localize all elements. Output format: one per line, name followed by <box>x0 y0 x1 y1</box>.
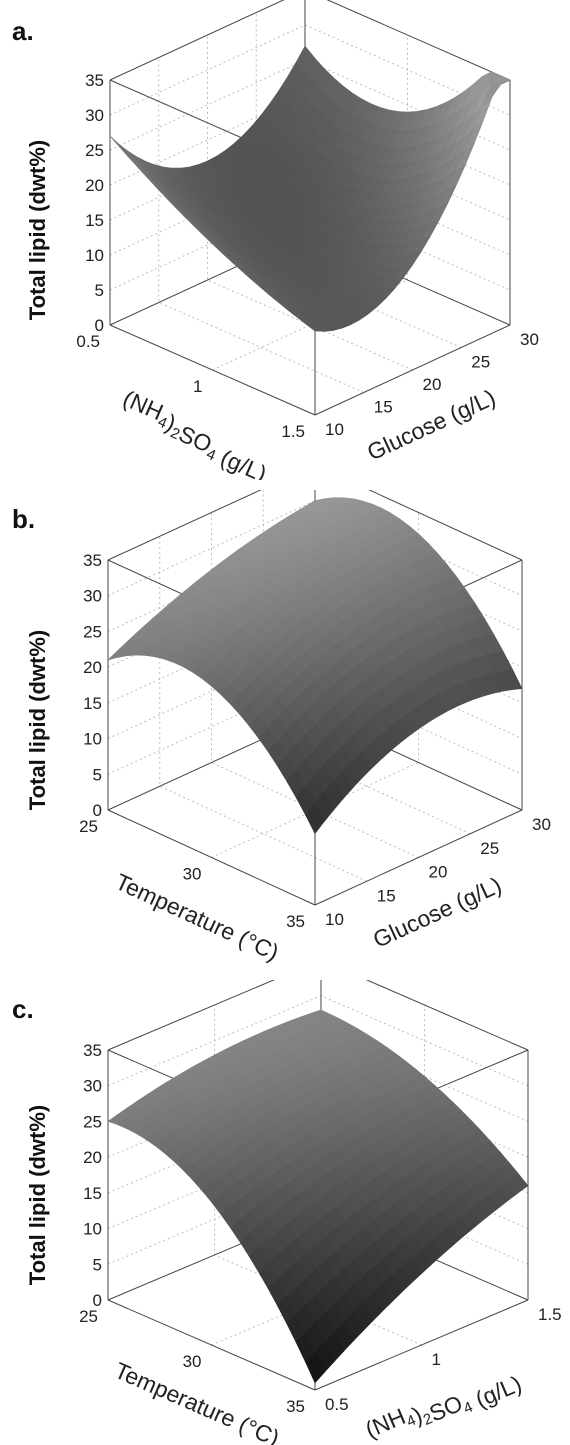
surface-patch <box>305 1351 326 1384</box>
x-tick-label: 25 <box>79 1307 98 1326</box>
chart-c: 0 5 10 15 20 25 30 35 25 30 35 0.5 1 1.5 c. Total lipid… <box>12 980 562 1445</box>
x-axis-label: (NH4)2SO4 (g/L) <box>113 385 276 480</box>
surface-patch <box>304 323 325 332</box>
z-tick-label: 30 <box>83 587 102 606</box>
box-edge <box>107 809 316 906</box>
y-axis-label: Glucose (g/L) <box>369 872 505 953</box>
box-edge <box>326 0 511 81</box>
chart-b: 0 5 10 15 20 25 30 35 25 30 35 10 15 20 25 30 b. Total li… <box>12 490 551 966</box>
box-edge <box>109 324 316 416</box>
z-tick-label: 0 <box>93 1291 102 1310</box>
panel-c: 0 5 10 15 20 25 30 35 25 30 35 0.5 1 1.5 c. Total lipid… <box>0 980 570 1445</box>
y-tick-label: 10 <box>325 420 344 439</box>
box-edge <box>314 324 511 416</box>
chart-a: 0 5 10 15 20 25 30 35 0.5 1 1.5 10 15 20 25 30 a. Total l… <box>12 0 539 480</box>
x-tick-label: 30 <box>183 1352 202 1371</box>
grid-line <box>107 643 523 740</box>
z-tick-label: 30 <box>85 106 104 125</box>
y-tick-label: 25 <box>480 839 499 858</box>
panel-label: c. <box>12 994 34 1024</box>
box-edge <box>107 490 262 561</box>
z-tick-label: 10 <box>85 246 104 265</box>
z-tick-label: 0 <box>95 316 104 335</box>
y-tick-label: 15 <box>377 886 396 905</box>
y-tick-label: 1.5 <box>538 1305 562 1324</box>
z-tick-label: 10 <box>83 1220 102 1239</box>
grid-line <box>109 199 511 291</box>
box-edge <box>314 1299 529 1391</box>
box-edge <box>107 1299 316 1391</box>
z-tick-label: 15 <box>83 694 102 713</box>
y-tick-label: 20 <box>429 863 448 882</box>
x-tick-label: 35 <box>286 912 305 931</box>
y-tick-label: 25 <box>471 353 490 372</box>
panel-label: b. <box>12 504 35 534</box>
panel-label: a. <box>12 16 34 46</box>
grid-line <box>107 607 523 704</box>
z-tick-label: 35 <box>83 551 102 570</box>
x-tick-label: 30 <box>183 865 202 884</box>
z-tick-label: 30 <box>83 1077 102 1096</box>
z-tick-label: 20 <box>83 1148 102 1167</box>
surface-patch <box>305 802 325 835</box>
box-edge <box>107 980 275 1051</box>
z-tick-label: 20 <box>83 658 102 677</box>
z-tick-label: 15 <box>85 211 104 230</box>
x-tick-label: 25 <box>79 817 98 836</box>
box-edge <box>365 980 529 1051</box>
grid-line <box>211 512 419 858</box>
panel-b: 0 5 10 15 20 25 30 35 25 30 35 10 15 20 25 30 b. Total li… <box>0 490 570 970</box>
z-tick-label: 5 <box>95 281 104 300</box>
z-tick-label: 25 <box>83 1112 102 1131</box>
y-tick-label: 15 <box>374 398 393 417</box>
box-edge <box>109 0 285 81</box>
y-tick-label: 20 <box>423 375 442 394</box>
grid-line <box>109 94 511 186</box>
panel-a: 0 5 10 15 20 25 30 35 0.5 1 1.5 10 15 20 25 30 a. Total l… <box>0 0 570 480</box>
grid-line <box>107 500 523 597</box>
z-axis-label: Total lipid (dwt%) <box>25 140 50 320</box>
z-tick-label: 5 <box>93 765 102 784</box>
z-tick-label: 0 <box>93 801 102 820</box>
z-tick-label: 35 <box>85 71 104 90</box>
x-tick-label: 1 <box>193 377 202 396</box>
z-tick-label: 35 <box>83 1041 102 1060</box>
z-tick-label: 10 <box>83 730 102 749</box>
y-tick-label: 30 <box>520 330 539 349</box>
z-tick-label: 25 <box>85 141 104 160</box>
grid-line <box>109 164 511 256</box>
grid-line <box>109 24 511 116</box>
x-tick-label: 0.5 <box>76 332 100 351</box>
z-tick-label: 15 <box>83 1184 102 1203</box>
grid-line <box>211 512 419 858</box>
z-tick-label: 5 <box>93 1255 102 1274</box>
y-axis-label: (NH4)2SO4 (g/L) <box>361 1356 525 1445</box>
surface-patch <box>118 143 138 162</box>
grid-line <box>107 678 523 775</box>
z-tick-label: 20 <box>85 176 104 195</box>
grid-line <box>159 536 367 882</box>
z-axis-label: Total lipid (dwt%) <box>25 1105 50 1285</box>
z-axis-label: Total lipid (dwt%) <box>25 630 50 810</box>
y-tick-label: 30 <box>532 815 551 834</box>
y-axis-label: Glucose (g/L) <box>363 384 499 465</box>
y-tick-label: 1 <box>432 1350 441 1369</box>
x-tick-label: 1.5 <box>281 422 305 441</box>
x-tick-label: 35 <box>286 1397 305 1416</box>
y-tick-label: 0.5 <box>325 1395 349 1414</box>
y-tick-label: 10 <box>325 910 344 929</box>
grid-line <box>212 35 408 371</box>
box-edge <box>368 490 523 561</box>
grid-line <box>109 59 511 151</box>
grid-line <box>262 490 471 835</box>
box-edge <box>314 809 523 906</box>
z-tick-label: 25 <box>83 622 102 641</box>
